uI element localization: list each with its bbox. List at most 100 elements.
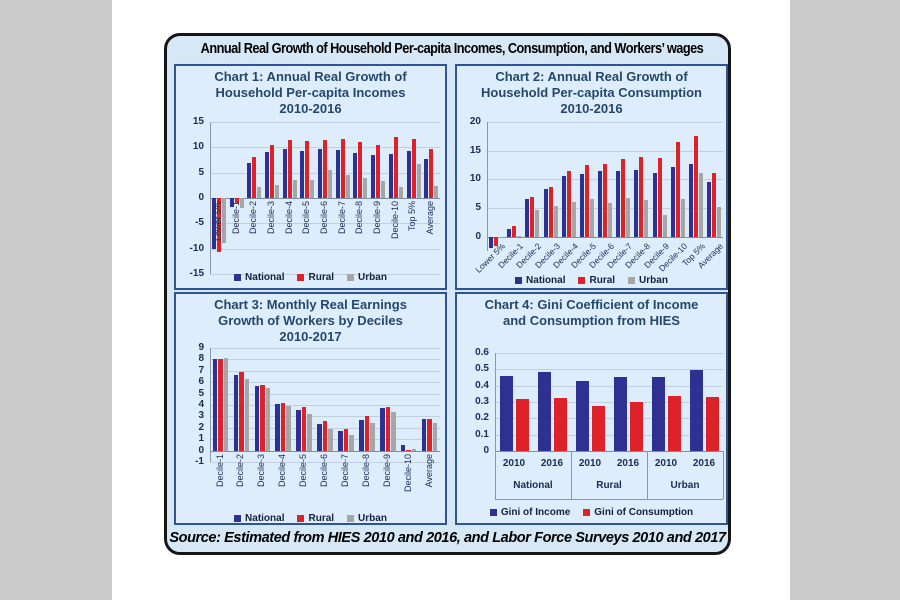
- bar-rural-decile-1: [512, 225, 517, 237]
- bar-national-decile-6: [318, 148, 322, 198]
- x-category-label: Decile-3: [263, 201, 281, 257]
- y-tick-label: 0.3: [475, 396, 489, 407]
- bar-national-decile-3: [254, 385, 259, 451]
- x-category-label: Decile-7: [336, 454, 357, 502]
- chart1-title-line2: Household Per-capita Incomes: [215, 85, 406, 100]
- x-category-label: Decile-5: [294, 454, 315, 502]
- source-note: Source: Estimated from HIES 2010 and 201…: [169, 530, 726, 546]
- legend-label: National: [245, 512, 285, 524]
- chart3-title-line3: 2010-2017: [279, 329, 342, 344]
- bar-national-decile-3: [264, 152, 269, 198]
- x-category-label-text: Decile-8: [354, 201, 365, 235]
- y-tick-label: 20: [469, 116, 481, 127]
- bar-rural-decile-1: [218, 359, 223, 451]
- bar-urban-decile-7: [349, 434, 354, 451]
- group-label: Urban: [670, 480, 700, 491]
- x-category-label-text: Decile-2: [248, 201, 259, 235]
- bar-national-decile-4: [282, 149, 287, 198]
- x-category-label-text: Decile-7: [336, 201, 347, 235]
- y-tick-label: 10: [192, 141, 204, 153]
- table-divider: [495, 451, 496, 499]
- y-tick-label: 0: [475, 230, 481, 242]
- legend-swatch-icon: [489, 508, 497, 516]
- bar-rural-decile-10: [393, 136, 398, 198]
- bar-urban-decile-2: [257, 187, 262, 198]
- legend-swatch-icon: [578, 276, 586, 284]
- x-category-label: Average: [422, 201, 440, 257]
- bar-national-top-5-: [688, 164, 693, 237]
- bar-urban-decile-1: [223, 358, 229, 451]
- chart3-title: Chart 3: Monthly Real Earnings Growth of…: [176, 297, 445, 345]
- gridline: [210, 462, 440, 463]
- x-category-label: Decile-2: [231, 454, 252, 502]
- figure-main-title: Annual Real Growth of Household Per-capi…: [200, 41, 704, 57]
- x-category-label: Decile-7: [334, 201, 352, 257]
- legend-item-urban: Urban: [628, 275, 668, 286]
- bar-urban-decile-9: [391, 411, 396, 451]
- bar-urban-decile-4: [571, 201, 576, 237]
- bar-rural-decile-8: [358, 141, 363, 198]
- bar-national-average: [706, 181, 711, 237]
- legend-item-gini-of-consumption: Gini of Consumption: [583, 507, 693, 518]
- bar-national-decile-1: [212, 359, 218, 451]
- x-category-label: Decile-4: [273, 454, 294, 502]
- y-tick-label: 7: [198, 364, 204, 376]
- bar-national-decile-5: [300, 150, 305, 198]
- bar-rural-decile-4: [566, 171, 571, 237]
- y-tick-label: 10: [469, 173, 481, 185]
- legend-label: Urban: [358, 271, 387, 283]
- gridline: [495, 418, 723, 420]
- bar-national-decile-7: [338, 431, 343, 451]
- legend-item-national: National: [515, 275, 565, 286]
- chart2-panel: Chart 2: Annual Real Growth of Household…: [455, 64, 728, 290]
- x-category-label: Decile-9: [369, 201, 387, 257]
- legend-label: Urban: [639, 274, 668, 286]
- gridline: [495, 385, 723, 387]
- x-category-label-text: Decile-8: [360, 453, 371, 487]
- x-category-label: Decile-1: [228, 201, 246, 257]
- y-tick-label: 15: [469, 144, 481, 156]
- bar-national-decile-4: [275, 403, 280, 451]
- bar-national-lower-5-: [211, 198, 216, 249]
- bar-urban-decile-7: [626, 197, 631, 237]
- bar-rural-decile-9: [376, 145, 381, 198]
- y-tick-label: 0.4: [475, 379, 489, 391]
- x-category-label-text: Lower 5%: [212, 201, 223, 242]
- x-category-label-text: Decile-9: [381, 453, 392, 487]
- legend-label: National: [526, 274, 566, 286]
- x-category-label-text: Average: [423, 453, 434, 487]
- bar-rural-decile-8: [364, 416, 370, 451]
- x-category-label-text: Decile-6: [319, 453, 329, 487]
- y-tick-label: 15: [192, 116, 204, 127]
- x-category-label: Decile-8: [356, 454, 377, 502]
- bar-urban-decile-3: [553, 206, 558, 237]
- chart4-legend: Gini of Income Gini of Consumption: [457, 506, 726, 518]
- x-category-label-text: Decile-1: [230, 201, 241, 235]
- gridline: [210, 450, 440, 452]
- year-label: 2016: [616, 458, 640, 469]
- table-bottom-border: [495, 499, 723, 500]
- x-category-label: Decile-3: [252, 454, 273, 502]
- bar-gini-of-consumption-1: [553, 397, 567, 451]
- y-tick-label: 1: [198, 433, 204, 445]
- y-tick-label: 0.5: [475, 363, 489, 375]
- year-label: 2010: [578, 458, 602, 469]
- bar-gini-of-consumption-4: [667, 396, 681, 451]
- bar-rural-top-5-: [411, 139, 416, 198]
- bar-gini-of-consumption-0: [515, 398, 529, 451]
- bar-rural-decile-3: [269, 144, 274, 198]
- legend-item-rural: Rural: [297, 513, 334, 524]
- x-category-label-text: Decile-7: [340, 453, 350, 487]
- bar-urban-decile-3: [265, 387, 270, 451]
- gridline: [210, 223, 440, 225]
- gridline: [210, 122, 440, 123]
- y-tick-label: -5: [195, 217, 204, 229]
- legend-swatch-icon: [347, 273, 355, 281]
- gridline: [210, 274, 440, 275]
- y-tick-label: 9: [198, 342, 204, 353]
- x-category-label: Decile-5: [299, 201, 317, 257]
- gridline: [495, 402, 723, 403]
- gridline: [210, 359, 440, 361]
- bar-rural-decile-9: [385, 407, 390, 451]
- bar-urban-decile-7: [345, 175, 350, 198]
